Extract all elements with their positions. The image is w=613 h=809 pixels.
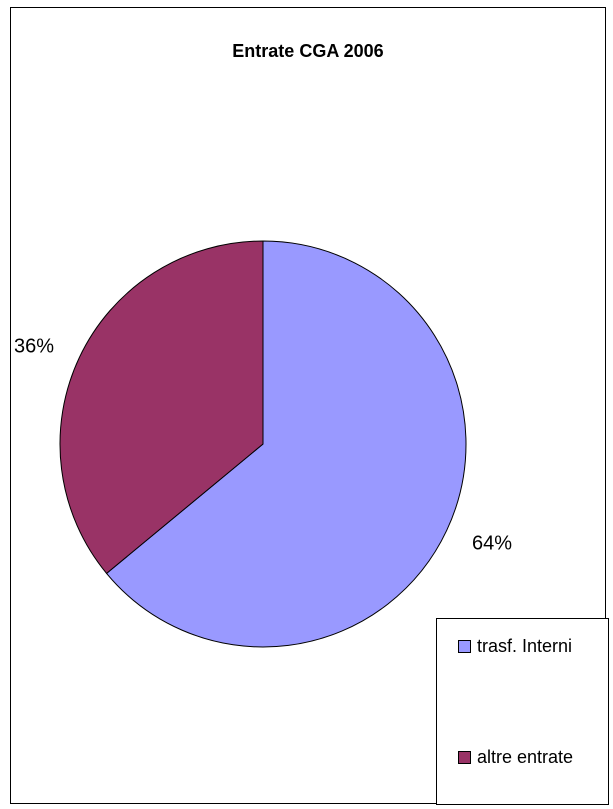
pie-slice-trasf-interni [105, 240, 467, 648]
chart-title: Entrate CGA 2006 [232, 41, 384, 61]
pie-chart: 64% 36% [14, 240, 512, 648]
legend-label-altre-entrate: altre entrate [477, 747, 574, 767]
pie-data-label-altre-entrate: 36% [14, 336, 54, 358]
legend-swatch-trasf-interni [458, 640, 471, 653]
pie-data-label-trasf-interni: 64% [472, 532, 512, 554]
legend-swatch-altre-entrate [458, 751, 471, 764]
legend-item-altre-entrate: altre entrate [458, 747, 573, 768]
legend-item-trasf-interni: trasf. Interni [458, 636, 572, 657]
pie-slice-altre-entrate [59, 240, 264, 575]
legend: trasf. Interni altre entrate [436, 618, 609, 805]
legend-label-trasf-interni: trasf. Interni [477, 636, 573, 656]
chart-area: Entrate CGA 2006 64% 36% trasf. Interni a… [10, 7, 609, 805]
